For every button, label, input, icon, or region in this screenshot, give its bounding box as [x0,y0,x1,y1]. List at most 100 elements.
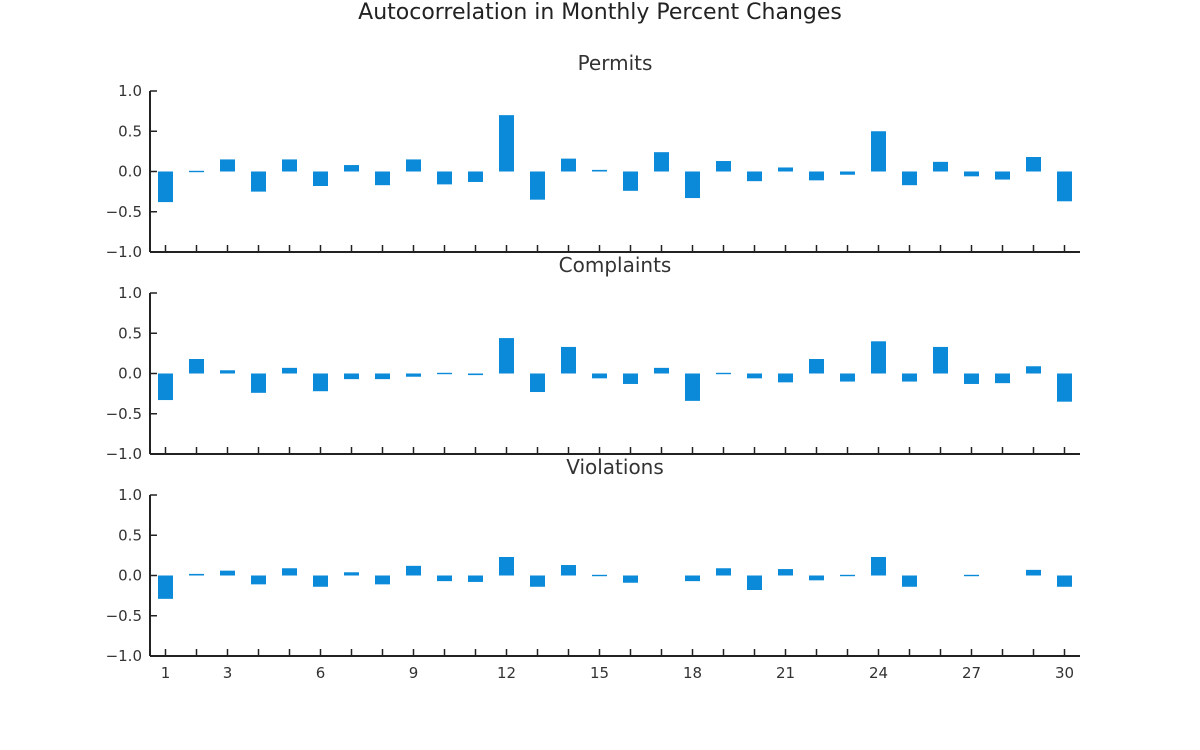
bar-lag-21 [778,167,793,172]
bar-lag-23 [840,373,855,382]
bar-lag-6 [313,575,328,587]
bar-lag-26 [933,346,948,374]
bar-lag-4 [251,171,266,192]
bar-lag-12 [499,338,514,374]
bar-lag-24 [871,131,886,172]
bar-lag-27 [964,574,979,577]
bar-lag-18 [685,171,700,199]
bar-lag-1 [158,575,173,599]
bar-lag-9 [406,565,421,576]
y-tick-label: −1.0 [106,445,142,463]
panel-violations: Violations 1.0 0.5 0.0 −0.5 −1.0 1 3 6 9 12 15 18 21 2… [106,455,1080,682]
panel-title: Violations [566,455,664,479]
bar-lag-19 [716,568,731,576]
bar-lag-25 [902,373,917,382]
panel-title: Permits [578,51,653,75]
bar-lag-9 [406,159,421,172]
y-tick-label: 0.0 [118,365,142,383]
x-tick-label: 18 [683,664,702,682]
bar-lag-29 [1026,157,1041,172]
bar-lag-11 [468,171,483,182]
bar-lag-18 [685,575,700,582]
y-tick-label: 0.0 [118,567,142,585]
bar-lag-5 [282,367,297,374]
bar-lag-2 [189,573,204,576]
y-tick-label: 0.5 [118,526,142,544]
x-tick-label: 27 [962,664,981,682]
bar-lag-28 [995,171,1010,180]
bar-lag-25 [902,575,917,587]
bar-lag-27 [964,171,979,177]
y-tick-label: −0.5 [106,405,142,423]
bar-lag-17 [654,367,669,374]
bar-lag-7 [344,572,359,576]
bar-lag-16 [623,373,638,384]
bar-lag-14 [561,158,576,172]
bar-lag-22 [809,359,824,374]
bar-lag-30 [1057,575,1072,587]
bar-lag-14 [561,565,576,576]
bar-lag-4 [251,575,266,585]
y-tick-label: 0.5 [118,324,142,342]
bar-lag-20 [747,575,762,590]
bar-lag-13 [530,373,545,393]
bar-lag-1 [158,373,173,401]
bar-lag-16 [623,171,638,191]
bar-lag-8 [375,171,390,186]
y-tick-label: 1.0 [118,284,142,302]
x-tick-label: 12 [497,664,516,682]
bar-lag-25 [902,171,917,186]
bar-lag-20 [747,373,762,379]
panel-title: Complaints [559,253,672,277]
x-tick-label: 30 [1055,664,1074,682]
bar-lag-30 [1057,171,1072,202]
bar-lag-8 [375,373,390,380]
bar-lag-24 [871,341,886,374]
bar-lag-22 [809,171,824,181]
bar-lag-1 [158,171,173,203]
bar-lag-10 [437,372,452,375]
x-tick-label: 15 [590,664,609,682]
panel-permits: Permits 1.0 0.5 0.0 −0.5 −1.0 [106,51,1080,261]
x-tick-label: 21 [776,664,795,682]
bar-lag-23 [840,574,855,577]
y-tick-label: 1.0 [118,82,142,100]
bar-lag-28 [995,373,1010,384]
bar-lag-10 [437,575,452,582]
x-tick-label: 6 [316,664,326,682]
chart-title: Autocorrelation in Monthly Percent Chang… [358,0,842,25]
panel-complaints: Complaints 1.0 0.5 0.0 −0.5 −1.0 [106,253,1080,463]
bar-lag-3 [220,570,235,576]
bar-lag-15 [592,574,607,577]
bar-lag-6 [313,373,328,392]
bar-lag-30 [1057,373,1072,402]
bar-lag-23 [840,171,855,175]
bar-lag-19 [716,161,731,172]
bar-lag-17 [654,152,669,172]
bar-lag-13 [530,171,545,200]
bar-lag-11 [468,373,483,376]
bar-lag-20 [747,171,762,182]
bar-lag-22 [809,575,824,581]
y-tick-label: 1.0 [118,486,142,504]
bar-lag-8 [375,575,390,585]
bar-lag-10 [437,171,452,185]
bar-lag-4 [251,373,266,393]
bar-lag-21 [778,373,793,383]
y-tick-label: −0.5 [106,203,142,221]
bar-lag-15 [592,169,607,172]
bar-lag-26 [933,161,948,172]
bar-lag-29 [1026,366,1041,374]
bar-lag-27 [964,373,979,384]
bar-lag-15 [592,373,607,379]
bar-lag-19 [716,372,731,375]
bar-lag-12 [499,556,514,576]
bar-lag-6 [313,171,328,186]
y-tick-label: −1.0 [106,243,142,261]
bar-lag-3 [220,370,235,374]
bar-lag-14 [561,346,576,374]
bar-lag-21 [778,569,793,576]
bar-lag-7 [344,373,359,380]
bar-lag-3 [220,159,235,172]
